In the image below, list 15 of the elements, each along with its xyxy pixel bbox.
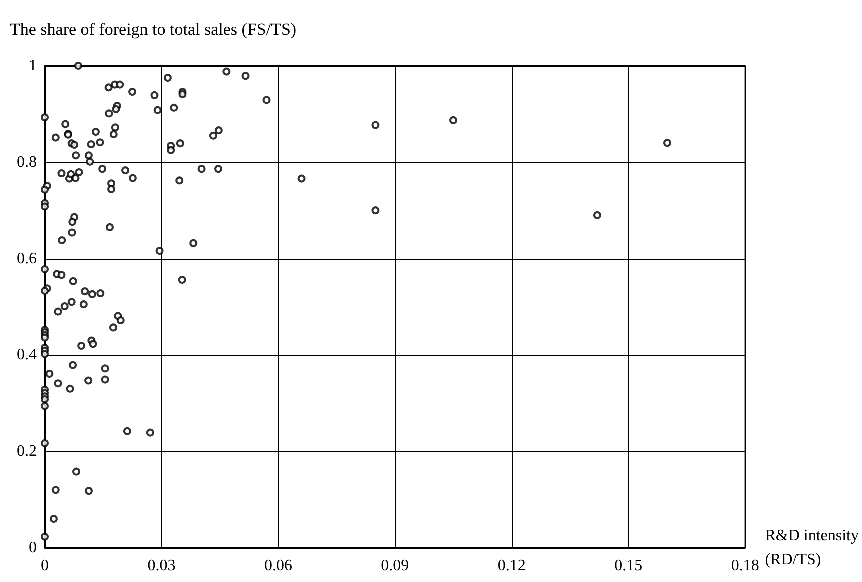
y-tick-label: 0.6 [17,250,37,268]
x-tick-label: 0.06 [264,558,292,574]
x-tick-label: 0 [41,558,49,574]
y-tick-label: 1 [29,58,37,74]
x-tick-label: 0.09 [381,558,410,574]
x-axis-title: R&D intensity (RD/TS) [765,528,859,568]
y-tick-label: 0.8 [17,154,37,171]
y-axis-title: The share of foreign to total sales (FS/TS) [10,20,297,39]
x-tick-label: 0.15 [614,558,643,574]
x-tick-label: 0.12 [498,558,526,574]
y-tick-label: 0 [29,540,37,556]
y-tick-label: 0.2 [17,443,37,460]
x-tick-label: 0.03 [148,558,176,574]
y-tick-label: 0.4 [17,346,37,364]
x-tick-label: 0.18 [731,558,760,574]
